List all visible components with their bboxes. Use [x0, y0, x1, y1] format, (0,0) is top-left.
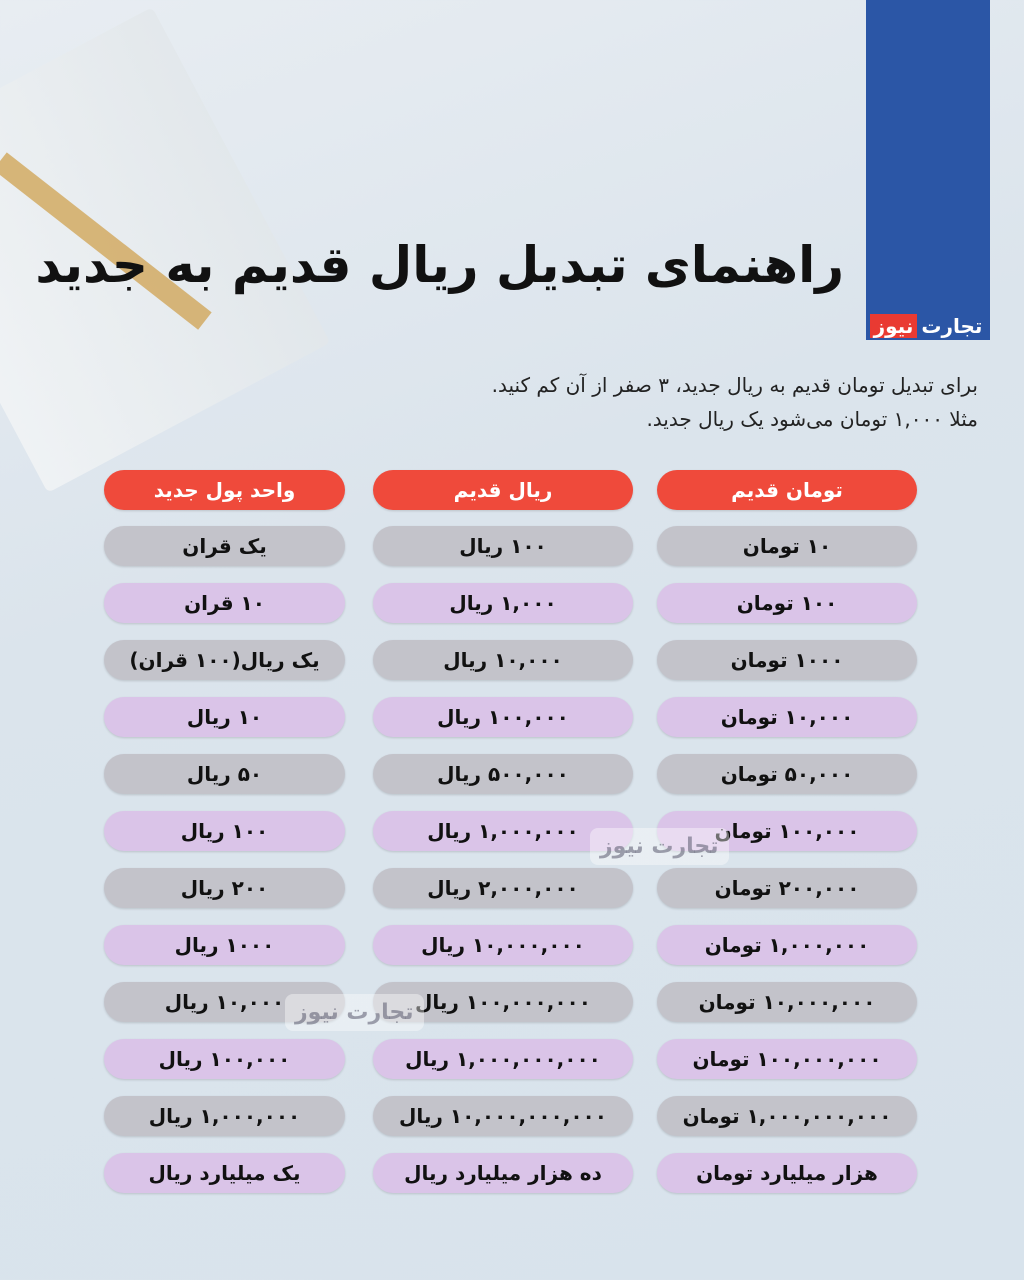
logo-word-1: تجارت — [917, 314, 987, 338]
cell-new-currency: ۱۰ قران — [104, 583, 345, 623]
cell-new-currency: یک ریال(۱۰۰ قران) — [104, 640, 345, 680]
cell-new-currency: ۱۰۰ ریال — [104, 811, 345, 851]
cell-old-rial: ۱۰۰ ریال — [373, 526, 633, 566]
cell-new-currency: ۱۰۰۰ ریال — [104, 925, 345, 965]
cell-new-currency: ۵۰ ریال — [104, 754, 345, 794]
column-header-old-rial: ریال قدیم — [373, 470, 633, 510]
intro-line-2: مثلا ۱,۰۰۰ تومان می‌شود یک ریال جدید. — [646, 407, 978, 431]
column-new-currency: واحد پول جدید یک قران ۱۰ قران یک ریال(۱۰۰ ق… — [104, 470, 345, 1210]
cell-new-currency: ۱۰۰,۰۰۰ ریال — [104, 1039, 345, 1079]
cell-old-toman: ۲۰۰,۰۰۰ تومان — [657, 868, 917, 908]
cell-old-toman: هزار میلیارد تومان — [657, 1153, 917, 1193]
logo-word-2: نیوز — [869, 314, 918, 338]
column-header-old-toman: تومان قدیم — [657, 470, 917, 510]
cell-old-toman: ۱۰۰,۰۰۰,۰۰۰ تومان — [657, 1039, 917, 1079]
cell-old-rial: ۱۰,۰۰۰ ریال — [373, 640, 633, 680]
cell-old-rial: ۱۰,۰۰۰,۰۰۰ ریال — [373, 925, 633, 965]
column-old-rial: ریال قدیم ۱۰۰ ریال ۱,۰۰۰ ریال ۱۰,۰۰۰ ریال ۱۰… — [373, 470, 633, 1210]
intro-text: برای تبدیل تومان قدیم به ریال جدید، ۳ صف… — [492, 368, 978, 436]
watermark: تجارت نیوز — [285, 994, 424, 1031]
page-title: راهنمای تبدیل ریال قدیم به جدید — [35, 236, 845, 294]
cell-new-currency: ۱,۰۰۰,۰۰۰ ریال — [104, 1096, 345, 1136]
cell-old-rial: ۱,۰۰۰ ریال — [373, 583, 633, 623]
cell-old-toman: ۱۰۰۰ تومان — [657, 640, 917, 680]
cell-old-rial: ۱۰۰,۰۰۰,۰۰۰ ریال — [373, 982, 633, 1022]
cell-old-rial: ۱۰,۰۰۰,۰۰۰,۰۰۰ ریال — [373, 1096, 633, 1136]
cell-old-rial: ده هزار میلیارد ریال — [373, 1153, 633, 1193]
cell-old-toman: ۱۰,۰۰۰ تومان — [657, 697, 917, 737]
cell-new-currency: ۱۰ ریال — [104, 697, 345, 737]
cell-old-toman: ۱۰۰ تومان — [657, 583, 917, 623]
cell-old-rial: ۱,۰۰۰,۰۰۰ ریال — [373, 811, 633, 851]
cell-old-toman: ۱۰۰,۰۰۰ تومان — [657, 811, 917, 851]
cell-old-rial: ۲,۰۰۰,۰۰۰ ریال — [373, 868, 633, 908]
cell-old-rial: ۱۰۰,۰۰۰ ریال — [373, 697, 633, 737]
column-header-new-currency: واحد پول جدید — [104, 470, 345, 510]
cell-old-rial: ۱,۰۰۰,۰۰۰,۰۰۰ ریال — [373, 1039, 633, 1079]
watermark: تجارت نیوز — [590, 828, 729, 865]
brand-logo: تجارت نیوز — [866, 312, 990, 340]
cell-new-currency: ۱۰,۰۰۰ ریال — [104, 982, 345, 1022]
intro-line-1: برای تبدیل تومان قدیم به ریال جدید، ۳ صف… — [491, 373, 978, 397]
column-old-toman: تومان قدیم ۱۰ تومان ۱۰۰ تومان ۱۰۰۰ تومان ۱۰,… — [657, 470, 917, 1210]
cell-old-toman: ۱,۰۰۰,۰۰۰ تومان — [657, 925, 917, 965]
cell-old-toman: ۱۰ تومان — [657, 526, 917, 566]
cell-old-toman: ۱۰,۰۰۰,۰۰۰ تومان — [657, 982, 917, 1022]
cell-old-toman: ۱,۰۰۰,۰۰۰,۰۰۰ تومان — [657, 1096, 917, 1136]
cell-new-currency: ۲۰۰ ریال — [104, 868, 345, 908]
cell-new-currency: یک میلیارد ریال — [104, 1153, 345, 1193]
cell-new-currency: یک قران — [104, 526, 345, 566]
cell-old-toman: ۵۰,۰۰۰ تومان — [657, 754, 917, 794]
brand-logo-block — [866, 0, 990, 340]
cell-old-rial: ۵۰۰,۰۰۰ ریال — [373, 754, 633, 794]
